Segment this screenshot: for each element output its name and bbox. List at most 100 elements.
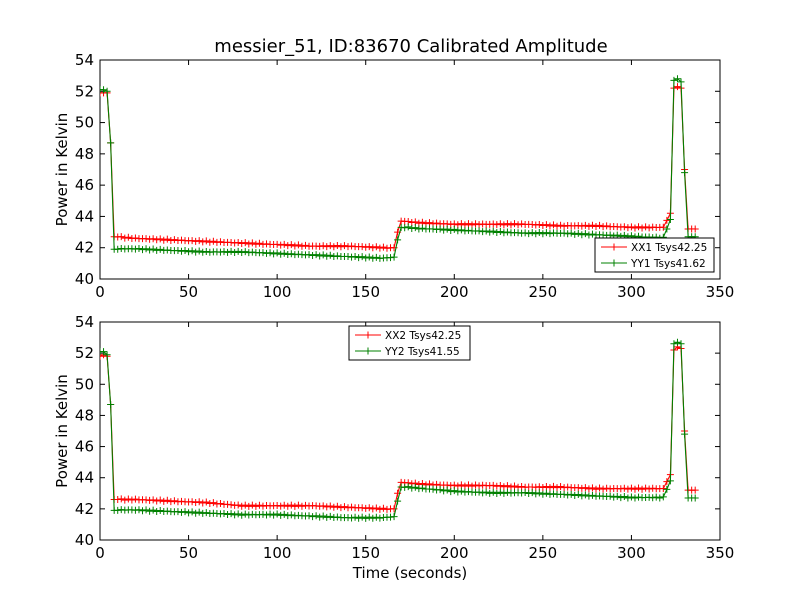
data-point — [213, 500, 221, 508]
data-point — [673, 338, 681, 346]
data-point — [355, 254, 363, 262]
legend-label: XX1 Tsys42.25 — [631, 242, 707, 254]
y-tick-label: 54 — [75, 51, 94, 69]
data-point — [638, 485, 646, 493]
data-point — [284, 512, 292, 520]
data-point — [323, 243, 331, 251]
data-point — [553, 484, 561, 492]
data-point — [192, 237, 200, 245]
data-point — [227, 510, 235, 518]
data-point — [202, 498, 210, 506]
legend-label: YY1 Tsys41.62 — [630, 258, 706, 270]
data-point — [475, 227, 483, 235]
data-point — [518, 220, 526, 228]
data-point — [245, 249, 253, 257]
data-point — [117, 506, 125, 514]
data-point — [542, 221, 550, 229]
data-point — [486, 489, 494, 497]
data-point — [489, 220, 497, 228]
data-point — [578, 231, 586, 239]
data-point — [238, 511, 246, 519]
data-point — [500, 229, 508, 237]
data-point — [330, 243, 338, 251]
data-point — [146, 235, 154, 243]
data-point — [245, 502, 253, 510]
data-point — [287, 501, 295, 509]
data-point — [564, 230, 572, 238]
data-point — [149, 496, 157, 504]
data-point — [114, 496, 122, 504]
data-point — [415, 485, 423, 493]
data-point — [372, 253, 380, 261]
data-point — [663, 478, 671, 486]
data-point — [379, 504, 387, 512]
data-point — [532, 230, 540, 238]
data-point — [330, 252, 338, 260]
data-point — [177, 247, 185, 255]
data-point — [507, 483, 515, 491]
data-point — [493, 221, 501, 229]
x-tick-label: 200 — [440, 283, 469, 301]
data-point — [663, 216, 671, 224]
data-point — [468, 482, 476, 490]
data-point — [181, 247, 189, 255]
data-point — [503, 482, 511, 490]
data-point — [309, 252, 317, 260]
data-point — [365, 243, 373, 251]
data-point — [224, 248, 232, 256]
data-point — [294, 241, 302, 249]
data-point — [358, 513, 366, 521]
data-point — [241, 239, 249, 247]
data-point — [252, 240, 260, 248]
legend-marker — [364, 347, 372, 355]
data-point — [429, 485, 437, 493]
data-point — [351, 253, 359, 261]
data-point — [514, 221, 522, 229]
data-point — [588, 484, 596, 492]
data-point — [358, 253, 366, 261]
y-tick-label: 52 — [75, 82, 94, 100]
data-point — [496, 481, 504, 489]
x-tick-label: 250 — [529, 544, 558, 562]
data-point — [553, 222, 561, 230]
data-point — [206, 500, 214, 508]
y-tick-label: 44 — [75, 469, 94, 487]
data-point — [546, 222, 554, 230]
data-point — [521, 229, 529, 237]
data-point — [659, 484, 667, 492]
data-point — [199, 499, 207, 507]
data-point — [287, 250, 295, 258]
data-point — [365, 504, 373, 512]
data-point — [266, 510, 274, 518]
y-tick-label: 40 — [75, 531, 94, 549]
data-point — [202, 509, 210, 517]
data-point — [581, 491, 589, 499]
x-tick-label: 350 — [706, 544, 735, 562]
data-point — [117, 233, 125, 241]
data-point — [365, 513, 373, 521]
data-point — [362, 514, 370, 522]
data-point — [241, 248, 249, 256]
data-point — [131, 495, 139, 503]
data-point — [610, 493, 618, 501]
data-point — [521, 488, 529, 496]
x-tick-label: 150 — [351, 544, 380, 562]
data-point — [549, 482, 557, 490]
data-point — [443, 486, 451, 494]
data-point — [429, 225, 437, 233]
data-point — [447, 220, 455, 228]
data-point — [503, 488, 511, 496]
data-point — [131, 245, 139, 253]
data-point — [266, 249, 274, 257]
data-point — [450, 225, 458, 233]
data-point — [447, 488, 455, 496]
data-point — [493, 489, 501, 497]
y-tick-label: 54 — [75, 313, 94, 331]
data-point — [340, 242, 348, 250]
data-point — [620, 484, 628, 492]
data-point — [167, 236, 175, 244]
data-point — [263, 511, 271, 519]
data-point — [220, 248, 228, 256]
data-point — [209, 237, 217, 245]
y-tick-label: 48 — [75, 145, 94, 163]
